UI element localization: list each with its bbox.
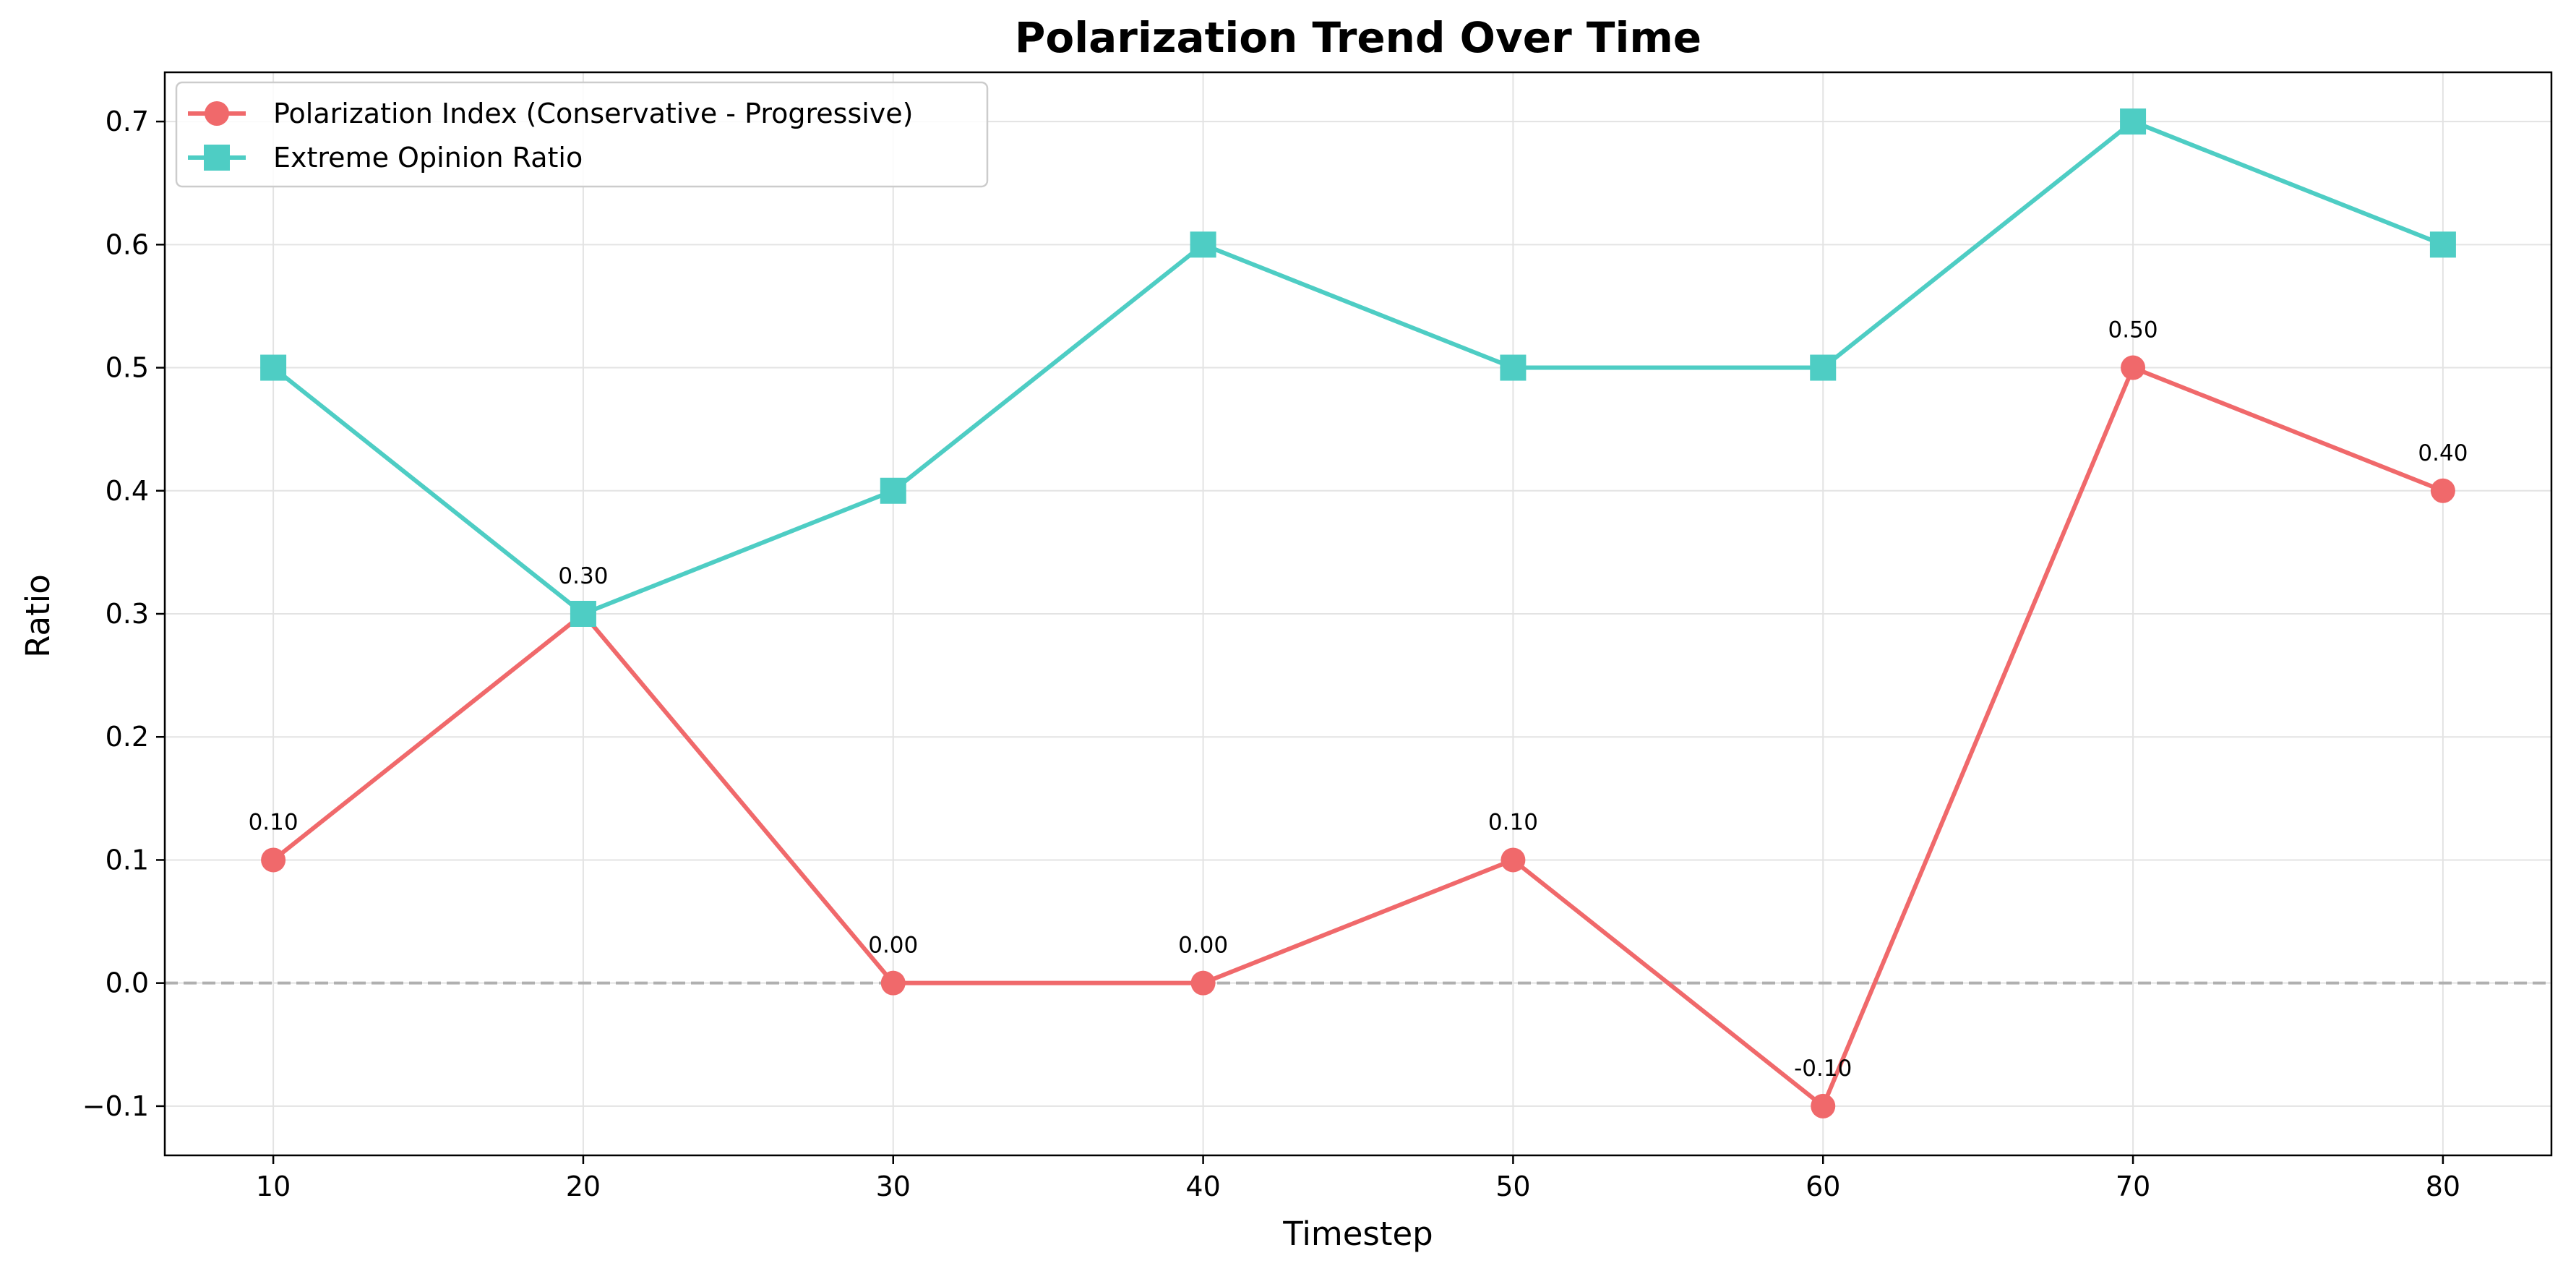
x-tick-label: 50 bbox=[1495, 1171, 1530, 1202]
extreme-opinion-ratio-point bbox=[1500, 354, 1527, 381]
series-group bbox=[260, 108, 2456, 1118]
extreme-opinion-ratio-point bbox=[880, 477, 906, 504]
polarization-index-point bbox=[1190, 970, 1216, 996]
legend-entry-label: Extreme Opinion Ratio bbox=[273, 142, 583, 174]
data-label: -0.10 bbox=[1794, 1056, 1852, 1082]
polarization-index-point bbox=[880, 970, 906, 996]
data-label: 0.00 bbox=[868, 933, 918, 959]
extreme-opinion-ratio-point bbox=[2429, 231, 2456, 258]
x-tick-label: 60 bbox=[1806, 1171, 1840, 1202]
y-tick-label: 0.2 bbox=[106, 721, 149, 753]
x-tick-label: 80 bbox=[2426, 1171, 2460, 1202]
polarization-index-point bbox=[1500, 847, 1526, 873]
y-tick-label: 0.0 bbox=[106, 967, 149, 999]
legend-marker-swatch bbox=[205, 101, 229, 126]
grid bbox=[165, 72, 2551, 1155]
y-tick-label: 0.5 bbox=[106, 352, 149, 384]
polarization-index-line bbox=[272, 365, 2444, 1108]
polarization-index-point bbox=[261, 847, 286, 873]
chart-title: Polarization Trend Over Time bbox=[1015, 13, 1701, 62]
extreme-opinion-ratio-point bbox=[1190, 231, 1216, 258]
x-tick-label: 30 bbox=[876, 1171, 911, 1202]
y-tick-label: 0.7 bbox=[106, 106, 149, 137]
data-label: 0.40 bbox=[2418, 440, 2468, 466]
data-label: 0.00 bbox=[1178, 933, 1228, 959]
y-tick-label: 0.4 bbox=[106, 475, 149, 507]
polarization-index-point bbox=[2430, 478, 2455, 503]
x-tick-label: 20 bbox=[566, 1171, 601, 1202]
y-axis-label: Ratio bbox=[19, 574, 57, 658]
data-labels-group: 0.10 0.30 0.00 0.00 0.10 -0.10 0.50 0.40 bbox=[249, 317, 2468, 1082]
data-label: 0.10 bbox=[1488, 809, 1538, 835]
x-tick-label: 70 bbox=[2116, 1171, 2150, 1202]
x-tick-label: 40 bbox=[1185, 1171, 1220, 1202]
extreme-opinion-ratio-point bbox=[260, 354, 287, 381]
extreme-opinion-ratio-point bbox=[570, 601, 596, 627]
y-tick-label: 0.1 bbox=[106, 844, 149, 876]
data-label: 0.10 bbox=[249, 809, 299, 835]
legend-marker-swatch bbox=[204, 145, 230, 171]
extreme-opinion-ratio-point bbox=[1810, 354, 1837, 381]
y-tick-label: −0.1 bbox=[82, 1090, 149, 1122]
axis-ticks: 10 20 30 40 50 60 70 80 −0.1 0.0 0.1 0.2 0.3 0.4 0.5 0.… bbox=[82, 106, 2460, 1202]
data-label: 0.30 bbox=[558, 563, 608, 589]
extreme-opinion-ratio-point bbox=[2120, 108, 2147, 135]
polarization-index-point bbox=[2121, 355, 2146, 380]
y-tick-label: 0.3 bbox=[106, 598, 149, 630]
data-label: 0.50 bbox=[2108, 317, 2158, 343]
legend-entry-label: Polarization Index (Conservative - Progr… bbox=[273, 98, 914, 129]
y-tick-label: 0.6 bbox=[106, 228, 149, 260]
extreme-opinion-ratio-line bbox=[272, 119, 2444, 616]
x-tick-label: 10 bbox=[256, 1171, 291, 1202]
legend: Polarization Index (Conservative - Progr… bbox=[175, 81, 989, 188]
polarization-index-point bbox=[1811, 1093, 1836, 1118]
legend-box bbox=[175, 81, 989, 188]
x-axis-label: Timestep bbox=[1282, 1215, 1433, 1253]
